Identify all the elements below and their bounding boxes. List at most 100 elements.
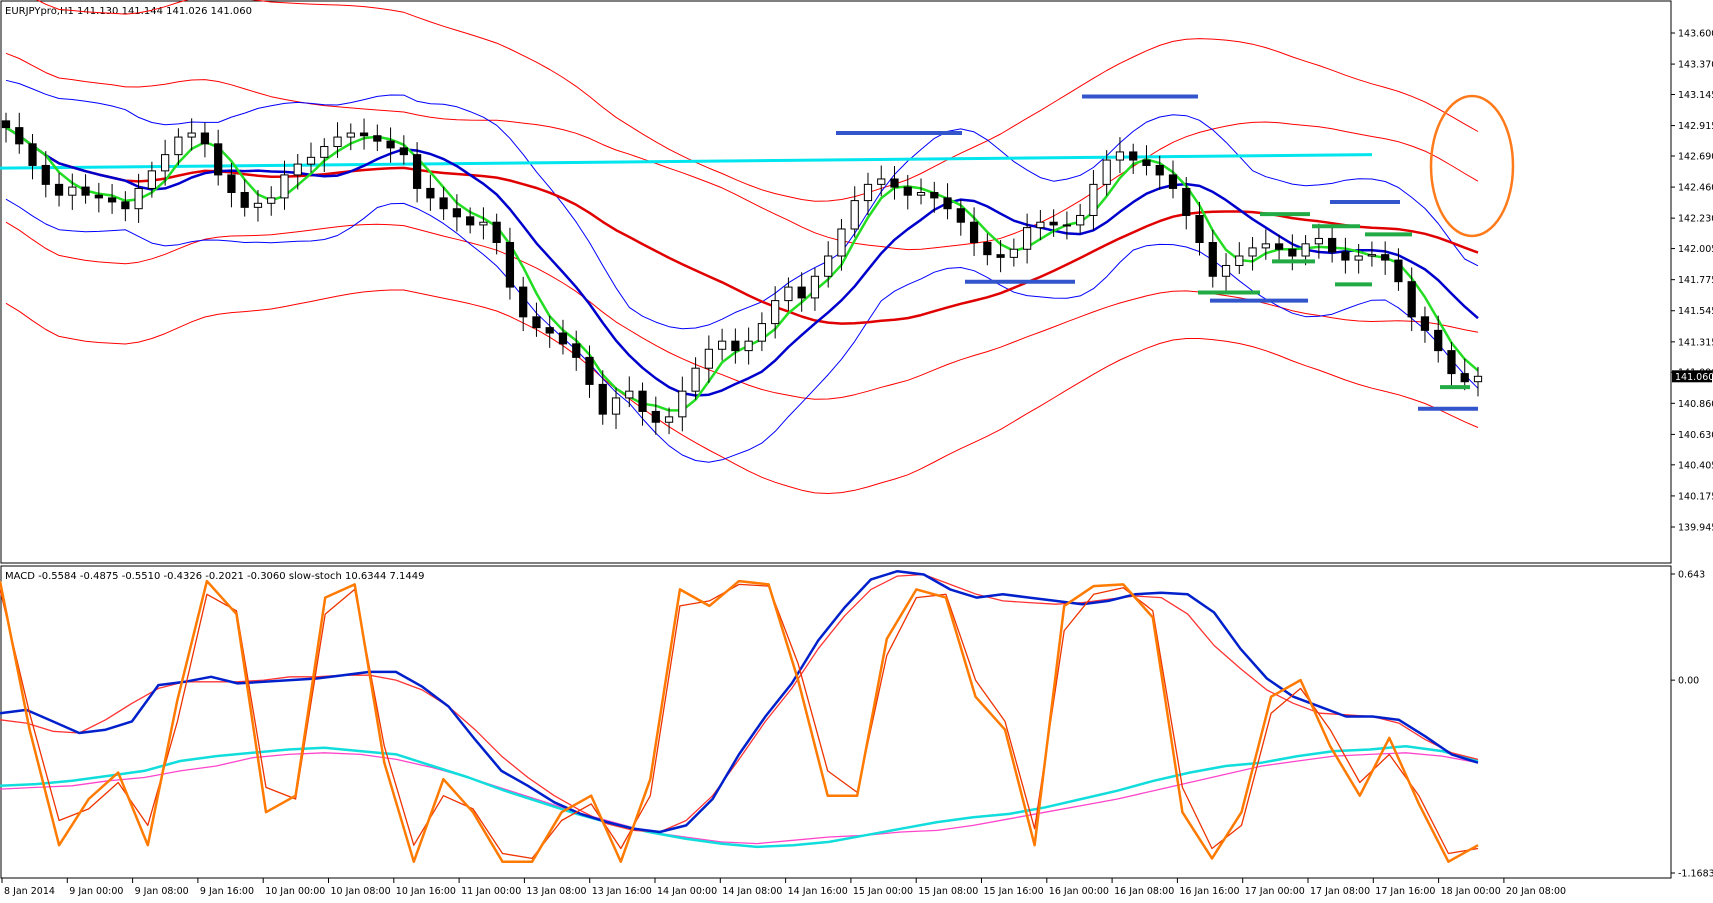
green-moving-average xyxy=(5,126,1479,412)
candle-body xyxy=(479,221,488,226)
candle-body xyxy=(1208,241,1217,277)
indicator-y-tick-label: 0.643 xyxy=(1678,570,1705,581)
candle-body xyxy=(771,300,780,325)
candle-body xyxy=(943,197,952,210)
candle-body xyxy=(1434,329,1443,352)
candle-body xyxy=(1288,248,1297,257)
candle-body xyxy=(1341,251,1350,261)
candle-body xyxy=(545,327,554,334)
candle-body xyxy=(969,221,979,243)
x-tick-label: 15 Jan 16:00 xyxy=(984,886,1044,897)
candle-body xyxy=(863,183,873,202)
y-tick-label: 143.370 xyxy=(1678,60,1713,71)
candle-body xyxy=(174,136,183,156)
x-tick-label: 13 Jan 08:00 xyxy=(526,886,586,897)
candle-body xyxy=(227,174,236,193)
candle-body xyxy=(1115,151,1125,161)
candle-body xyxy=(532,316,541,329)
candle-body xyxy=(214,143,223,176)
blue-lower-band xyxy=(5,198,1479,463)
candle-body xyxy=(1354,255,1363,261)
candle-body xyxy=(850,200,859,230)
x-tick-label: 10 Jan 00:00 xyxy=(265,886,325,897)
candle-body xyxy=(439,197,448,210)
candle-body xyxy=(810,275,820,299)
candle-body xyxy=(359,132,369,137)
candle-body xyxy=(1076,214,1085,226)
candle-body xyxy=(200,132,210,145)
y-tick-label: 142.005 xyxy=(1678,244,1713,255)
current-price-label: 141.060 xyxy=(1675,372,1713,383)
candle-body xyxy=(1301,243,1310,257)
candle-body xyxy=(426,187,435,199)
candle-body xyxy=(1102,159,1111,185)
candle-body xyxy=(598,383,607,415)
candle-body xyxy=(1460,373,1469,383)
candle-body xyxy=(717,340,727,350)
candle-body xyxy=(1089,183,1098,216)
candle-body xyxy=(373,135,382,142)
candle-body xyxy=(187,132,196,138)
candle-body xyxy=(28,143,37,166)
candle-body xyxy=(651,410,660,423)
candle-body xyxy=(492,221,501,243)
candle-body xyxy=(452,208,461,218)
candle-body xyxy=(1129,151,1138,161)
candle-body xyxy=(1447,350,1456,375)
cyan-level-line xyxy=(0,153,1373,170)
candle-body xyxy=(346,132,355,138)
candle-body xyxy=(1407,281,1416,318)
outer-lower-band xyxy=(5,289,1479,494)
current-price-tag xyxy=(1672,370,1712,383)
x-tick-label: 15 Jan 08:00 xyxy=(918,886,978,897)
y-tick-label: 141.545 xyxy=(1678,306,1713,317)
candle-body xyxy=(956,208,965,223)
candle-body xyxy=(1155,164,1164,176)
candle-body xyxy=(1049,221,1058,226)
indicator-y-tick-label: 0.00 xyxy=(1678,676,1699,687)
stoch-signal-line xyxy=(0,583,1479,860)
candle-body xyxy=(466,216,475,226)
highlight-ellipse xyxy=(1429,94,1515,238)
candle-body xyxy=(824,255,833,277)
candle-body xyxy=(757,323,767,342)
candle-body xyxy=(54,183,64,196)
candle-body xyxy=(320,146,329,158)
x-tick-label: 17 Jan 08:00 xyxy=(1310,886,1370,897)
candle-body xyxy=(107,197,117,203)
candle-body xyxy=(837,228,846,257)
candle-body xyxy=(1168,174,1178,189)
x-tick-label: 20 Jan 08:00 xyxy=(1506,886,1566,897)
candle-body xyxy=(1062,224,1072,227)
axes: 143.600 143.370 143.145 142.915 142.690 142.4… xyxy=(1,29,1713,897)
x-tick-label: 10 Jan 08:00 xyxy=(331,886,391,897)
blue-moving-average xyxy=(5,126,1479,397)
candle-body xyxy=(1182,187,1191,216)
candle-body xyxy=(678,390,687,418)
x-tick-label: 16 Jan 16:00 xyxy=(1179,886,1239,897)
candle-body xyxy=(744,340,753,352)
candle-body xyxy=(505,241,515,288)
y-tick-label: 143.145 xyxy=(1678,90,1713,101)
inner-upper-band xyxy=(5,52,1479,251)
candle-body xyxy=(1314,237,1323,245)
candle-body xyxy=(81,186,90,196)
x-tick-label: 16 Jan 00:00 xyxy=(1049,886,1109,897)
x-tick-label: 17 Jan 16:00 xyxy=(1375,886,1435,897)
candle-body xyxy=(572,343,581,358)
candle-body xyxy=(1367,254,1377,257)
candle-body xyxy=(983,241,992,256)
candle-body xyxy=(664,416,674,423)
x-tick-label: 8 Jan 2014 xyxy=(4,886,55,897)
candle-body xyxy=(1274,243,1284,250)
candle-body xyxy=(94,194,103,199)
candle-body xyxy=(1023,227,1032,250)
candle-body xyxy=(1195,214,1204,243)
candle-body xyxy=(877,178,886,185)
x-tick-label: 17 Jan 00:00 xyxy=(1245,886,1305,897)
candle-body xyxy=(41,164,50,185)
candle-body xyxy=(585,356,594,385)
x-tick-label: 14 Jan 00:00 xyxy=(657,886,717,897)
candle-body xyxy=(691,367,700,392)
